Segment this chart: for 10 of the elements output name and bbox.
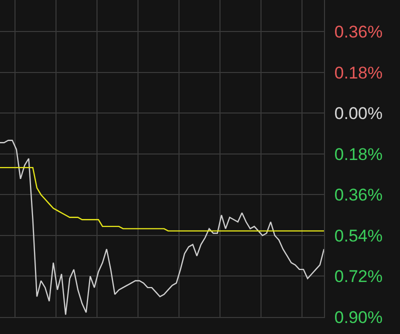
y-tick-label: 0.18% — [334, 144, 383, 164]
y-tick-label: 0.00% — [334, 104, 383, 124]
y-tick-label: 0.36% — [334, 186, 383, 205]
line-series — [0, 166, 324, 232]
y-tick-label: 0.18% — [334, 63, 383, 82]
line-series — [0, 140, 324, 316]
y-tick-label: 0.54% — [334, 226, 383, 246]
y-tick-label: 0.36% — [334, 22, 383, 42]
y-tick-label: 0.72% — [334, 267, 383, 286]
y-tick-label: 0.90% — [334, 308, 383, 327]
